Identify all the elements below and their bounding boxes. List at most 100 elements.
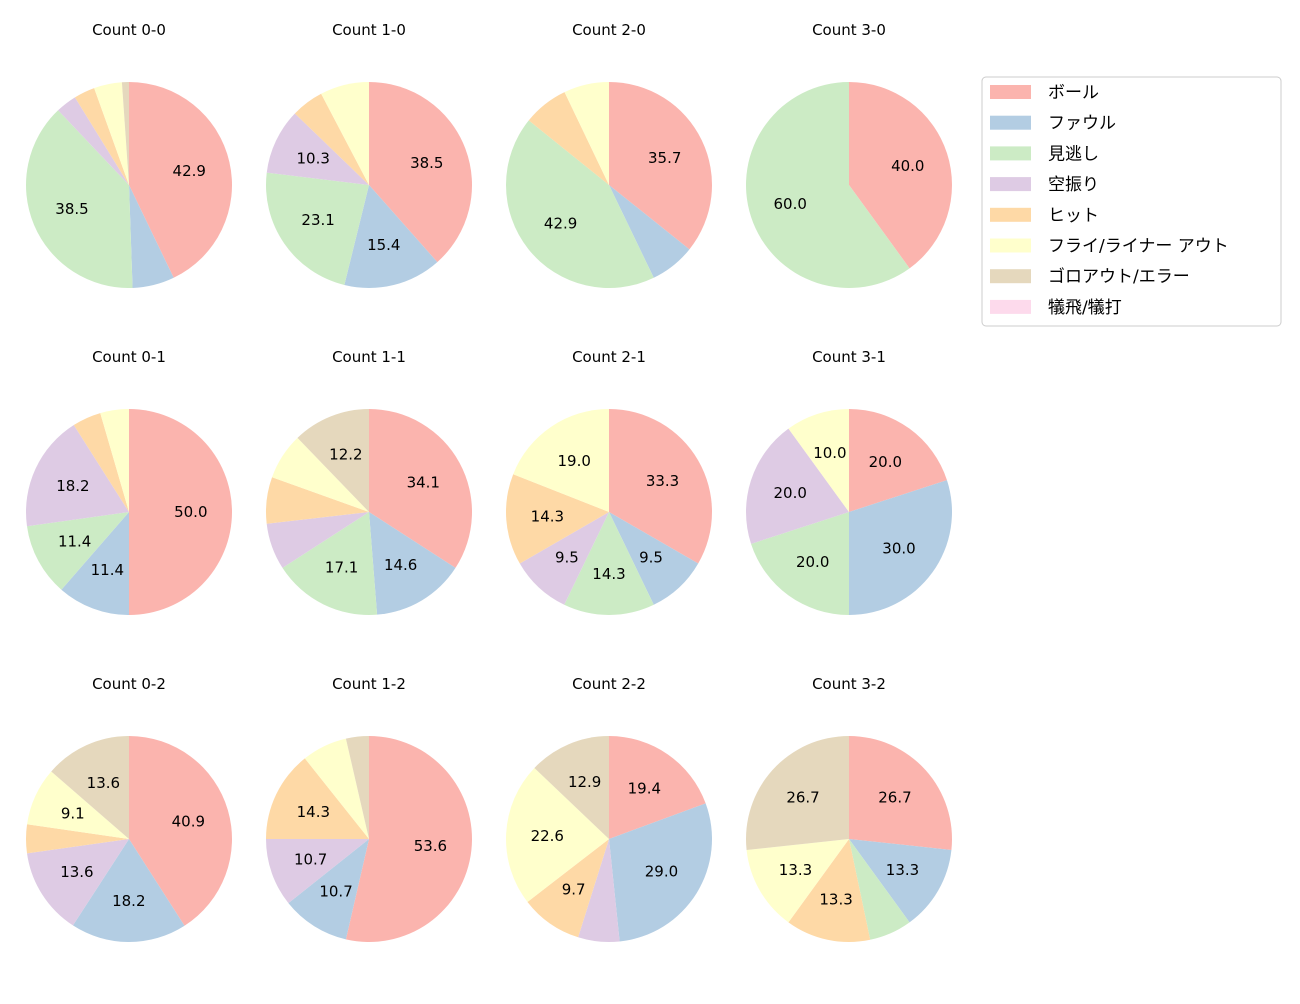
slice-label: 29.0 [645, 863, 678, 881]
slice-label: 40.9 [172, 813, 205, 831]
pie-count-2-0: Count 2-0 35.7 42.9 [505, 21, 712, 289]
pie-slice-0 [129, 82, 233, 278]
pie-slice-6 [746, 736, 849, 850]
slice-label: 18.2 [56, 477, 89, 495]
pie-slice-0 [609, 82, 712, 250]
legend-swatch [990, 85, 1031, 99]
slice-label: 13.3 [779, 861, 812, 879]
slice-label: 13.6 [60, 863, 93, 881]
pie-slice-3 [266, 512, 369, 568]
pie-slice-3 [578, 839, 620, 942]
pie-slice-3 [58, 97, 129, 185]
pie-title: Count 1-1 [332, 348, 406, 366]
slice-label: 26.7 [786, 789, 819, 807]
pie-slice-5 [321, 82, 369, 185]
slice-label: 14.3 [592, 565, 625, 583]
pie-title: Count 1-0 [332, 21, 406, 39]
slice-label: 9.1 [61, 804, 85, 822]
pie-slice-4 [74, 88, 129, 185]
slice-label: 34.1 [407, 473, 440, 491]
legend-swatch [990, 269, 1031, 284]
pie-slice-1 [609, 803, 712, 942]
pie-slice-5 [304, 738, 369, 839]
pie-slice-6 [51, 736, 129, 839]
pie-slice-2 [564, 512, 654, 615]
pie-slice-0 [849, 82, 953, 269]
slice-label: 9.5 [639, 548, 663, 566]
pie-slice-4 [788, 839, 871, 943]
slice-label: 19.0 [558, 452, 591, 470]
pie-title: Count 0-1 [92, 348, 166, 366]
pie-slice-3 [746, 428, 849, 544]
pie-slice-5 [788, 409, 849, 512]
slice-label: 10.7 [319, 882, 352, 900]
pie-slice-6 [345, 736, 369, 839]
pie-title: Count 0-2 [92, 675, 166, 693]
pie-count-2-1: Count 2-1 33.3 9.5 14.3 9.5 14.3 19.0 [506, 348, 712, 615]
pie-slice-2 [746, 82, 910, 288]
slice-label: 10.7 [294, 850, 327, 868]
pie-slice-0 [849, 736, 952, 850]
pie-slice-4 [294, 93, 369, 185]
slice-label: 13.3 [819, 890, 852, 908]
pie-slice-6 [121, 82, 129, 185]
pie-slice-4 [266, 758, 369, 839]
pie-title: Count 2-1 [572, 348, 646, 366]
pie-count-1-2: Count 1-2 53.6 10.7 10.7 14.3 [266, 675, 472, 942]
legend-label: 見逃し [1048, 144, 1099, 164]
pie-slice-1 [849, 839, 952, 923]
slice-label: 50.0 [174, 503, 207, 521]
legend-swatch [990, 299, 1031, 314]
slice-label: 22.6 [531, 827, 564, 845]
pie-title: Count 2-0 [572, 21, 646, 39]
slice-label: 20.0 [869, 453, 902, 471]
legend-box [981, 76, 1282, 327]
pie-count-1-0: Count 1-0 38.5 15.4 23.1 10.3 [265, 21, 472, 288]
pie-title: Count 3-0 [812, 21, 886, 39]
pie-slice-5 [564, 82, 609, 185]
slice-label: 11.4 [58, 532, 91, 550]
legend-label: ファウル [1048, 114, 1116, 134]
pie-count-3-1: Count 3-1 20.0 30.0 20.0 20.0 10.0 [746, 348, 952, 615]
pie-slice-0 [849, 409, 947, 512]
slice-label: 42.9 [544, 214, 577, 232]
slice-label: 9.7 [562, 881, 586, 899]
slice-label: 17.1 [325, 558, 358, 576]
pie-count-3-0: Count 3-0 40.0 60.0 [746, 21, 953, 288]
pie-count-2-2: Count 2-2 19.4 29.0 9.7 22.6 12.9 [506, 675, 712, 942]
slice-label: 38.5 [55, 200, 88, 218]
pie-slice-5 [746, 839, 849, 923]
pie-slice-4 [73, 413, 129, 512]
pie-slice-5 [506, 767, 609, 902]
slice-label: 10.3 [296, 149, 329, 167]
slice-label: 19.4 [628, 779, 661, 797]
pie-slice-4 [528, 92, 609, 185]
pie-slice-2 [265, 172, 369, 286]
pie-slice-3 [266, 113, 369, 185]
pie-slice-0 [609, 736, 706, 839]
pie-count-0-1: Count 0-1 50.0 11.411.4 18.2 [26, 348, 232, 615]
pie-slice-5 [100, 409, 129, 512]
slice-label: 23.1 [301, 211, 334, 229]
pie-slice-1 [609, 512, 699, 605]
pie-slice-0 [369, 409, 473, 568]
pie-slice-1 [288, 839, 369, 940]
pie-slice-2 [25, 110, 133, 288]
pie-slice-1 [61, 512, 129, 615]
pie-title: Count 3-2 [812, 675, 886, 693]
slice-label: 13.6 [87, 774, 120, 792]
pie-count-0-0: Count 0-0 42.9 38.5 [25, 21, 233, 288]
pie-slice-5 [513, 409, 609, 512]
pie-slice-3 [27, 839, 129, 926]
slice-label: 33.3 [646, 472, 679, 490]
slice-label: 14.3 [297, 803, 330, 821]
slice-label: 9.5 [555, 548, 579, 566]
pie-slice-1 [129, 185, 174, 288]
pie-title: Count 3-1 [812, 348, 886, 366]
pie-slice-2 [849, 839, 910, 940]
slice-label: 13.3 [886, 861, 919, 879]
pie-slice-0 [129, 409, 232, 615]
pie-slice-2 [282, 512, 378, 615]
